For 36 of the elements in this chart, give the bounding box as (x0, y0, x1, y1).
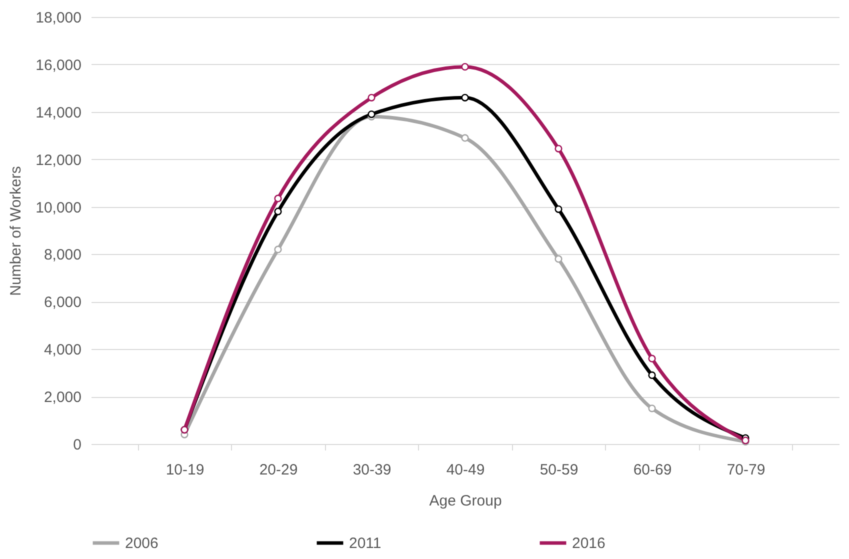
point (554, 255, 562, 263)
y-tick-label: 12,000 (36, 152, 82, 169)
y-tick-label: 18,000 (36, 10, 82, 26)
x-tick-label: 40-49 (446, 462, 485, 478)
x-tick-label: 20-29 (259, 462, 298, 478)
point (368, 110, 376, 118)
x-tick-label: 50-59 (540, 462, 578, 478)
y-tick-label: 8,000 (44, 246, 82, 264)
y-tick-label: 0 (73, 436, 82, 454)
y-axis-title: Number of Workers (8, 166, 25, 296)
y-tick-label: 4,000 (44, 342, 82, 359)
point (274, 208, 282, 216)
x-tick-label: 30-39 (352, 462, 392, 478)
y-tick-label: 10,000 (36, 199, 82, 216)
point (274, 194, 282, 202)
point (461, 134, 469, 142)
point (461, 94, 469, 102)
y-tick-label: 2,000 (44, 389, 82, 406)
legend-label: 2011 (349, 535, 382, 552)
x-tick-label: 60-69 (633, 462, 672, 478)
y-tick-label: 16,000 (36, 56, 82, 74)
x-tick-label: 10-19 (166, 462, 204, 478)
x-axis-title: Age Group (429, 492, 502, 510)
point (648, 371, 656, 380)
point (648, 404, 656, 412)
y-tick-label: 6,000 (44, 294, 82, 312)
point (461, 63, 469, 71)
x-tick-label: 70-79 (726, 462, 766, 478)
point (554, 144, 562, 152)
legend-label: 2006 (125, 535, 158, 552)
point (274, 246, 282, 254)
point (554, 205, 562, 213)
y-tick-label: 14,000 (36, 104, 82, 122)
point (368, 94, 376, 102)
point (648, 354, 656, 362)
legend-label: 2016 (572, 535, 606, 552)
